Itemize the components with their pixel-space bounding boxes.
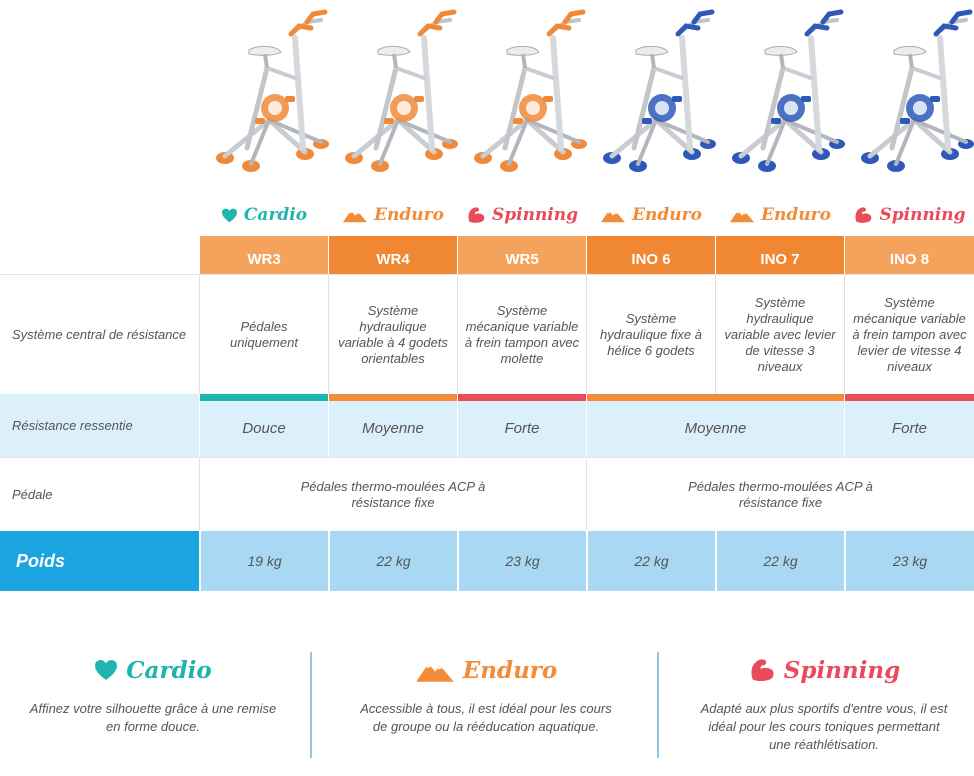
- category-bar-cardio: [200, 394, 328, 401]
- legend-title-text: Spinning: [783, 656, 901, 684]
- divider: [199, 457, 200, 531]
- legend-separator: [310, 652, 312, 758]
- product-image-ino7: [723, 8, 851, 176]
- bike-icon: [336, 8, 464, 176]
- weight-ino7: 22 kg: [717, 531, 844, 591]
- category-label-ino6: Enduro: [587, 200, 715, 230]
- legend-title: Cardio: [8, 650, 298, 690]
- category-bar-enduro: [329, 394, 457, 401]
- mountain-icon: [342, 207, 368, 223]
- model-header-wr4: WR4: [329, 236, 457, 274]
- category-text: Spinning: [491, 205, 579, 225]
- legend-title: Spinning: [678, 650, 970, 690]
- legend-title-text: Cardio: [126, 656, 212, 684]
- resistance-system-ino7: Système hydraulique variable avec levier…: [724, 294, 836, 374]
- model-header-ino7: INO 7: [716, 236, 844, 274]
- divider: [199, 274, 200, 394]
- divider: [715, 274, 716, 394]
- resistance-system-ino6: Système hydraulique fixe à hélice 6 gode…: [600, 310, 702, 358]
- category-text: Enduro: [632, 205, 702, 225]
- pedal-ino-group: Pédales thermo-moulées ACP à résistance …: [587, 458, 974, 531]
- model-header-ino6: INO 6: [587, 236, 715, 274]
- pedal-text: Pédales thermo-moulées ACP à résistance …: [300, 478, 486, 510]
- heart-icon: [221, 208, 238, 223]
- bike-icon: [594, 8, 722, 176]
- bike-icon: [207, 8, 335, 176]
- divider: [0, 274, 974, 275]
- felt-resistance-wr5: Forte: [458, 401, 586, 457]
- category-bar-spinning: [845, 394, 974, 401]
- legend-separator: [657, 652, 659, 758]
- row-label-weight: Poids: [0, 531, 199, 591]
- weight-ino8: 23 kg: [846, 531, 974, 591]
- category-bar-spinning: [458, 394, 586, 401]
- pedal-wr-group: Pédales thermo-moulées ACP à résistance …: [200, 458, 586, 531]
- category-bar-enduro: [587, 394, 844, 401]
- divider: [457, 274, 458, 394]
- legend-title: Enduro: [336, 650, 636, 690]
- divider: [844, 274, 845, 394]
- row-label-felt-resistance: Résistance ressentie: [12, 418, 133, 433]
- resistance-system-ino8: Système mécanique variable à frein tampo…: [852, 294, 967, 374]
- felt-resistance-ino6-ino7: Moyenne: [587, 401, 844, 457]
- legend-enduro: Enduro Accessible à tous, il est idéal p…: [336, 650, 636, 736]
- legend-description: Accessible à tous, il est idéal pour les…: [360, 701, 612, 734]
- resistance-system-wr5: Système mécanique variable à frein tampo…: [464, 302, 580, 366]
- product-image-wr4: [336, 8, 464, 176]
- heart-icon: [94, 659, 118, 681]
- divider: [586, 274, 587, 394]
- bike-icon: [723, 8, 851, 176]
- weight-wr4: 22 kg: [330, 531, 457, 591]
- felt-resistance-wr4: Moyenne: [329, 401, 457, 457]
- weight-wr3: 19 kg: [201, 531, 328, 591]
- mountain-icon: [729, 207, 755, 223]
- category-label-wr4: Enduro: [329, 200, 457, 230]
- divider: [328, 274, 329, 394]
- weight-wr5: 23 kg: [459, 531, 586, 591]
- category-text: Cardio: [243, 205, 308, 225]
- flexed-arm-icon: [466, 205, 486, 225]
- mountain-icon: [600, 207, 626, 223]
- felt-resistance-wr3: Douce: [200, 401, 328, 457]
- category-text: Enduro: [761, 205, 831, 225]
- flexed-arm-icon: [748, 656, 776, 684]
- product-image-wr5: [465, 8, 593, 176]
- category-label-ino8: Spinning: [845, 200, 974, 230]
- mountain-icon: [415, 658, 455, 683]
- legend-cardio: Cardio Affinez votre silhouette grâce à …: [8, 650, 298, 736]
- row-bg: [0, 394, 199, 457]
- category-text: Enduro: [374, 205, 444, 225]
- divider: [0, 457, 974, 458]
- row-label-pedal: Pédale: [12, 487, 53, 502]
- legend-description: Affinez votre silhouette grâce à une rem…: [29, 701, 277, 734]
- legend-description: Adapté aux plus sportifs d'entre vous, i…: [700, 701, 948, 752]
- category-text: Spinning: [879, 205, 966, 225]
- resistance-system-wr3: Pédales uniquement: [230, 318, 298, 350]
- bike-icon: [852, 8, 974, 176]
- model-header-wr5: WR5: [458, 236, 586, 274]
- product-image-ino8: [852, 8, 974, 176]
- felt-resistance-ino8: Forte: [845, 401, 974, 457]
- pedal-text: Pédales thermo-moulées ACP à résistance …: [688, 478, 873, 510]
- category-label-ino7: Enduro: [716, 200, 844, 230]
- product-image-ino6: [594, 8, 722, 176]
- legend-title-text: Enduro: [462, 656, 558, 684]
- model-header-ino8: INO 8: [845, 236, 974, 274]
- model-header-wr3: WR3: [200, 236, 328, 274]
- weight-ino6: 22 kg: [588, 531, 715, 591]
- flexed-arm-icon: [853, 205, 873, 225]
- bike-icon: [465, 8, 593, 176]
- product-image-wr3: [207, 8, 335, 176]
- category-label-wr3: Cardio: [200, 200, 328, 230]
- row-label-resistance-system: Système central de résistance: [12, 327, 187, 342]
- resistance-system-wr4: Système hydraulique variable à 4 godets …: [338, 302, 448, 366]
- legend-spinning: Spinning Adapté aux plus sportifs d'entr…: [678, 650, 970, 754]
- category-label-wr5: Spinning: [458, 200, 586, 230]
- divider: [586, 457, 587, 531]
